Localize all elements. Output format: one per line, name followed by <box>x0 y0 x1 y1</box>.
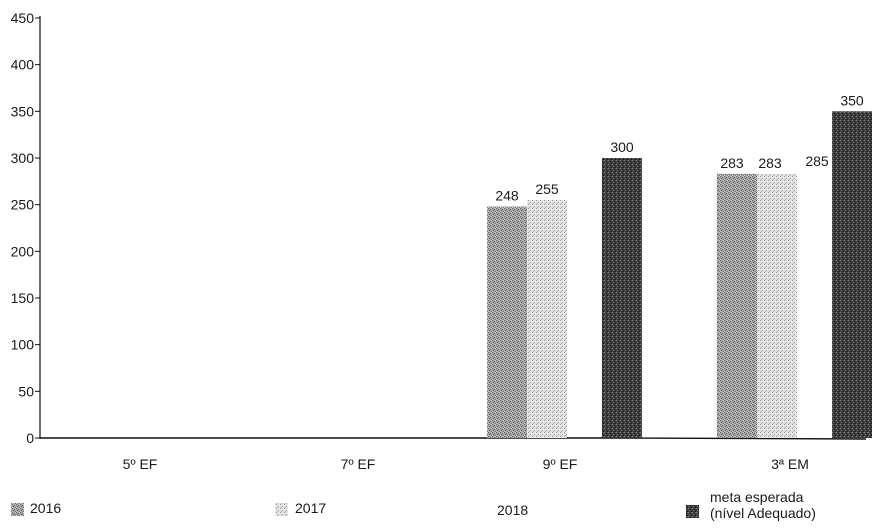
legend-label: 2018 <box>497 502 528 518</box>
y-tick-label: 250 <box>11 197 35 213</box>
x-category-label: 7º EF <box>341 456 376 472</box>
legend: 2016 2017 2018 meta esperada(nível Adequado… <box>11 489 816 521</box>
data-label: 300 <box>610 139 634 155</box>
bar-2017-2 <box>527 200 567 438</box>
legend-label: (nível Adequado) <box>710 505 816 521</box>
legend-label: 2016 <box>30 500 61 516</box>
legend-swatch <box>686 505 699 518</box>
x-category-label: 5º EF <box>123 456 158 472</box>
bar-2018-3 <box>797 172 837 438</box>
legend-label: 2017 <box>295 500 326 516</box>
bar-2017-3 <box>757 173 797 438</box>
data-label: 285 <box>805 153 829 169</box>
x-axis: 5º EF 7º EF 9º EF 3ª EM <box>40 437 867 472</box>
y-tick-label: 0 <box>26 430 34 446</box>
bar-2016-2 <box>487 206 527 438</box>
legend-label: meta esperada <box>710 489 804 505</box>
legend-item-3: meta esperada(nível Adequado) <box>686 489 816 521</box>
y-tick-label: 50 <box>18 383 34 399</box>
data-labels: 248 283 255 283 285 300 350 <box>495 92 864 203</box>
data-label: 350 <box>840 92 864 108</box>
data-label: 255 <box>535 181 559 197</box>
y-tick-label: 450 <box>11 10 35 26</box>
y-tick-label: 300 <box>11 150 35 166</box>
x-axis-line-right <box>625 437 867 440</box>
y-tick-label: 350 <box>11 103 35 119</box>
x-category-label: 3ª EM <box>771 456 809 472</box>
legend-swatch <box>275 503 288 516</box>
legend-item-2: 2018 <box>497 502 528 518</box>
bar-meta-2 <box>602 158 642 438</box>
y-axis: 0 50 100 150 200 250 300 350 400 450 <box>11 10 41 446</box>
bars <box>487 111 872 438</box>
y-tick-label: 150 <box>11 290 35 306</box>
data-label: 283 <box>758 155 782 171</box>
data-label: 248 <box>495 188 519 204</box>
y-tick-label: 100 <box>11 337 35 353</box>
bar-2016-3 <box>717 173 757 438</box>
y-tick-label: 200 <box>11 243 35 259</box>
legend-item-0: 2016 <box>11 500 61 516</box>
legend-swatch <box>11 503 24 516</box>
bar-meta-3 <box>832 111 872 438</box>
y-tick-label: 400 <box>11 57 35 73</box>
legend-item-1: 2017 <box>275 500 326 516</box>
x-category-label: 9º EF <box>543 456 578 472</box>
data-label: 283 <box>720 155 744 171</box>
